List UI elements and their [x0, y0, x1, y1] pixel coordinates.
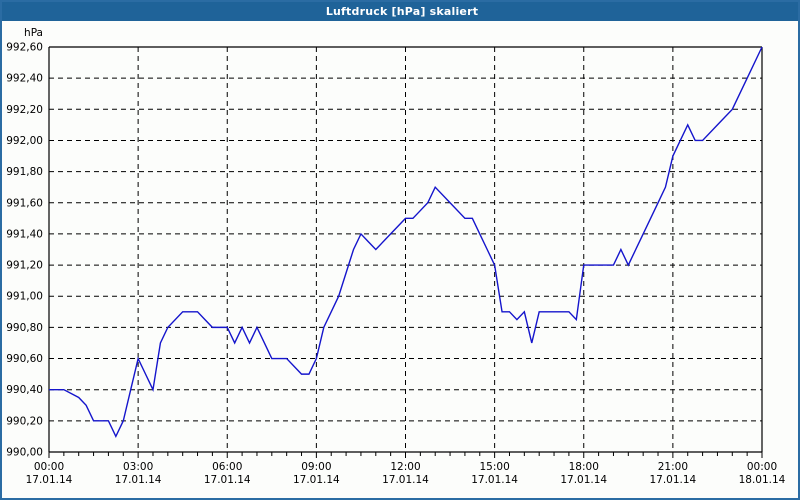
y-tick-label: 992,00 [6, 135, 43, 147]
x-tick-time: 12:00 [390, 461, 420, 473]
y-tick-label: 990,20 [6, 415, 43, 427]
y-tick-label: 990,40 [6, 384, 43, 396]
y-axis-unit: hPa [24, 27, 43, 39]
y-tick-label: 990,00 [6, 447, 43, 459]
x-tick-time: 06:00 [212, 461, 242, 473]
y-tick-label: 992,60 [6, 42, 43, 54]
x-tick-time: 03:00 [123, 461, 153, 473]
y-tick-label: 990,80 [6, 322, 43, 334]
x-tick-date: 17.01.14 [560, 474, 607, 486]
y-tick-label: 991,00 [6, 291, 43, 303]
data-series [49, 46, 763, 439]
y-axis-labels: 992,60 992,40 992,20 992,00 991,80 991,60 991,… [6, 42, 43, 459]
x-tick-time: 00:00 [747, 461, 777, 473]
x-tick-date: 17.01.14 [204, 474, 251, 486]
x-tick-date: 17.01.14 [115, 474, 162, 486]
x-tick-time: 15:00 [479, 461, 509, 473]
axis-ticks [48, 452, 763, 458]
y-tick-label: 991,40 [6, 228, 43, 240]
y-tick-label: 991,80 [6, 166, 43, 178]
x-tick-date: 17.01.14 [293, 474, 340, 486]
x-tick-date: 17.01.14 [649, 474, 696, 486]
y-axis-unit-label: hPa [24, 27, 43, 39]
chart-canvas: 992,60 992,40 992,20 992,00 991,80 991,60 991,… [2, 21, 798, 498]
window-title-bar: Luftdruck [hPa] skaliert [2, 2, 798, 21]
grid-lines [49, 46, 762, 453]
x-axis-labels: 00:0017.01.1403:0017.01.1406:0017.01.140… [26, 461, 786, 486]
x-tick-date: 17.01.14 [382, 474, 429, 486]
x-tick-time: 18:00 [569, 461, 599, 473]
y-tick-label: 990,60 [6, 353, 43, 365]
x-tick-date: 18.01.14 [739, 474, 786, 486]
page-title: Luftdruck [hPa] skaliert [325, 5, 479, 18]
series-line-luftdruck [49, 46, 763, 439]
x-tick-date: 17.01.14 [26, 474, 73, 486]
pressure-line-chart: 992,60 992,40 992,20 992,00 991,80 991,60 991,… [6, 27, 786, 486]
x-tick-date: 17.01.14 [471, 474, 518, 486]
x-tick-time: 00:00 [34, 461, 64, 473]
x-tick-time: 21:00 [658, 461, 688, 473]
x-tick-time: 09:00 [301, 461, 331, 473]
y-tick-label: 992,40 [6, 73, 43, 85]
y-tick-label: 991,20 [6, 260, 43, 272]
y-tick-label: 992,20 [6, 104, 43, 116]
y-tick-label: 991,60 [6, 197, 43, 209]
